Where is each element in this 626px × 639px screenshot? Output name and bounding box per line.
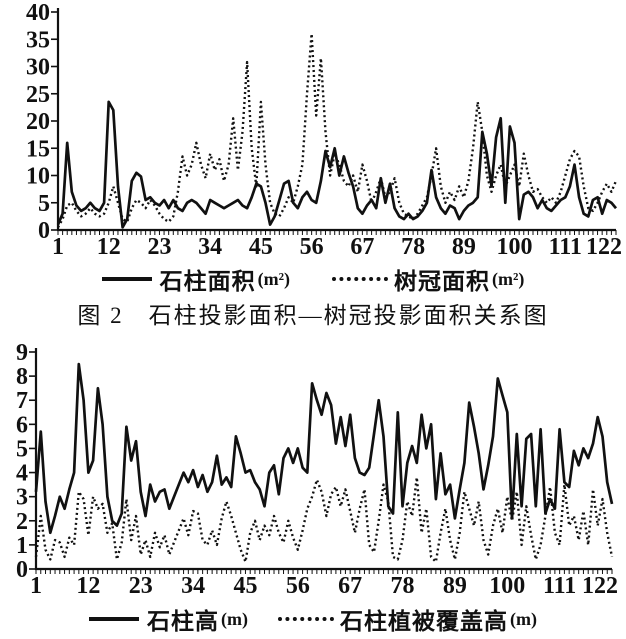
svg-text:100: 100 bbox=[497, 234, 533, 258]
svg-text:12: 12 bbox=[76, 573, 100, 598]
svg-text:23: 23 bbox=[147, 234, 171, 258]
svg-text:40: 40 bbox=[26, 0, 50, 26]
svg-text:25: 25 bbox=[26, 82, 50, 108]
solid-line-swatch bbox=[101, 277, 152, 281]
svg-text:56: 56 bbox=[286, 573, 310, 598]
figure-caption: 图 2 石柱投影面积—树冠投影面积关系图 bbox=[77, 303, 549, 328]
svg-text:7: 7 bbox=[16, 388, 28, 414]
figure-caption-row: 图 2 石柱投影面积—树冠投影面积关系图 bbox=[0, 296, 626, 330]
svg-text:35: 35 bbox=[26, 27, 50, 53]
svg-text:23: 23 bbox=[129, 573, 153, 598]
svg-text:10: 10 bbox=[26, 164, 50, 190]
svg-text:5: 5 bbox=[38, 191, 50, 217]
svg-text:89: 89 bbox=[443, 573, 467, 598]
legend-label-pillar-area: 石柱面积 bbox=[159, 269, 256, 294]
legend-item-crown-area: 树冠面积 (m²) bbox=[332, 262, 524, 296]
svg-text:9: 9 bbox=[16, 342, 28, 366]
svg-text:0: 0 bbox=[16, 557, 28, 583]
svg-text:45: 45 bbox=[233, 573, 257, 598]
svg-text:111: 111 bbox=[543, 573, 576, 598]
svg-text:56: 56 bbox=[300, 234, 324, 258]
svg-text:15: 15 bbox=[26, 136, 50, 162]
legend-unit-pillar-area: (m²) bbox=[257, 268, 290, 289]
svg-text:30: 30 bbox=[26, 55, 50, 81]
svg-text:78: 78 bbox=[401, 234, 425, 258]
svg-text:4: 4 bbox=[16, 461, 28, 487]
svg-text:0: 0 bbox=[38, 218, 50, 244]
svg-text:34: 34 bbox=[181, 573, 205, 598]
pillar-area-vs-crown-area-chart: 0 5 10 15 20 25 30 35 40 1 12 23 34 45 56 67 78 89 100 111 1… bbox=[0, 0, 626, 258]
svg-text:122: 122 bbox=[586, 234, 622, 258]
legend-label-crown-area: 树冠面积 bbox=[394, 269, 490, 294]
svg-text:1: 1 bbox=[52, 234, 64, 258]
svg-text:5: 5 bbox=[16, 436, 28, 462]
solid-line-swatch bbox=[89, 617, 140, 621]
svg-text:45: 45 bbox=[249, 234, 273, 258]
legend-item-vegetation-height: 石柱植被覆盖高 (m) bbox=[278, 602, 537, 636]
svg-text:34: 34 bbox=[198, 234, 222, 258]
svg-text:111: 111 bbox=[549, 234, 582, 258]
legend-unit-crown-area: (m²) bbox=[492, 268, 525, 289]
legend-unit-vegetation-height: (m) bbox=[510, 608, 537, 629]
svg-text:20: 20 bbox=[26, 109, 50, 135]
bottom-chart-legend: 石柱高 (m) 石柱植被覆盖高 (m) bbox=[0, 602, 626, 636]
svg-text:6: 6 bbox=[16, 412, 28, 438]
legend-label-pillar-height: 石柱高 bbox=[147, 609, 220, 634]
svg-text:2: 2 bbox=[16, 509, 28, 535]
svg-text:67: 67 bbox=[350, 234, 374, 258]
svg-text:78: 78 bbox=[391, 573, 415, 598]
legend-item-pillar-area: 石柱面积 (m²) bbox=[101, 262, 290, 296]
svg-text:12: 12 bbox=[97, 234, 121, 258]
svg-text:3: 3 bbox=[16, 485, 28, 511]
svg-text:100: 100 bbox=[489, 573, 525, 598]
svg-text:89: 89 bbox=[452, 234, 476, 258]
top-chart-legend: 石柱面积 (m²) 树冠面积 (m²) bbox=[0, 262, 626, 296]
dotted-line-swatch bbox=[278, 617, 334, 621]
dotted-line-swatch bbox=[332, 277, 388, 281]
pillar-height-vs-vegetation-height-chart: 0 1 2 3 4 5 6 7 8 9 1 12 23 34 45 56 67 78 89 100 111 122 bbox=[0, 342, 626, 598]
svg-text:1: 1 bbox=[30, 573, 42, 598]
legend-item-pillar-height: 石柱高 (m) bbox=[89, 602, 248, 636]
svg-text:122: 122 bbox=[582, 573, 618, 598]
legend-label-vegetation-height: 石柱植被覆盖高 bbox=[340, 609, 508, 634]
svg-text:1: 1 bbox=[16, 533, 28, 559]
svg-text:8: 8 bbox=[16, 364, 28, 390]
legend-unit-pillar-height: (m) bbox=[221, 608, 248, 629]
svg-text:67: 67 bbox=[338, 573, 362, 598]
